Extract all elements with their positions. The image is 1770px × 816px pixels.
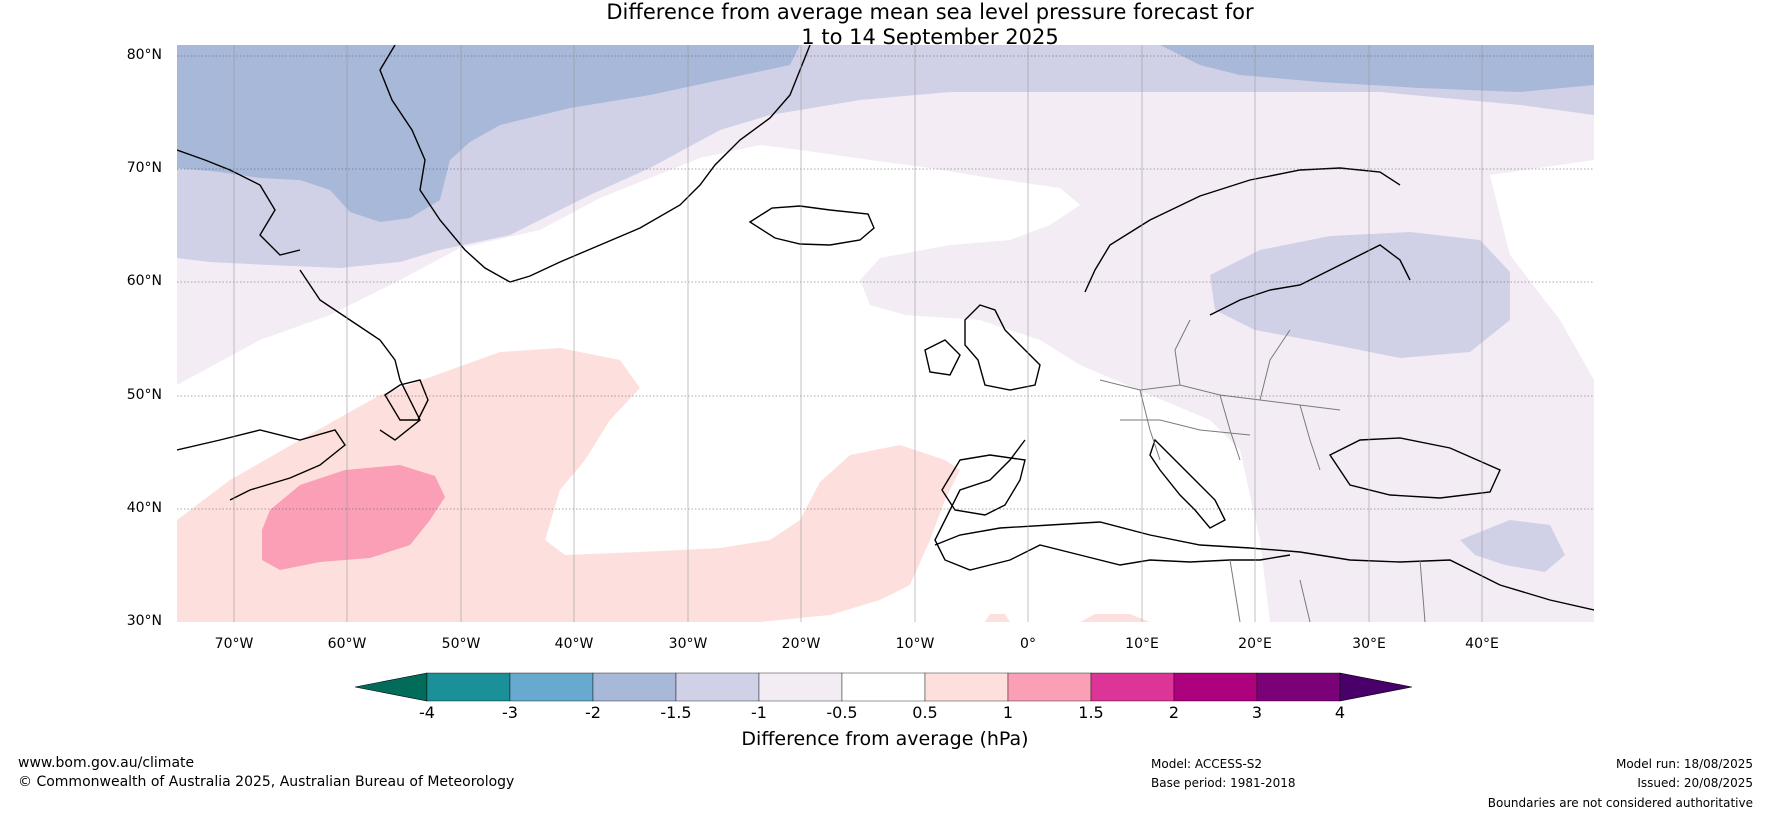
footer-website: www.bom.gov.au/climate xyxy=(18,755,195,771)
colorbar-tick-label: 4 xyxy=(1334,703,1346,722)
colorbar-swatch xyxy=(509,672,594,702)
lat-label-30n: 30°N xyxy=(126,613,162,629)
meridians xyxy=(233,45,1483,622)
colorbar-label: Difference from average (hPa) xyxy=(741,728,1029,750)
lat-label-60n: 60°N xyxy=(126,273,162,289)
coastlines xyxy=(177,45,1594,611)
colorbar-tick-label: 0.5 xyxy=(912,703,938,722)
country-borders xyxy=(1099,319,1426,622)
colorbar-tick-label: 1.5 xyxy=(1078,703,1104,722)
lat-label-50n: 50°N xyxy=(126,387,162,403)
iceland-coast xyxy=(748,205,875,246)
title-line-1: Difference from average mean sea level p… xyxy=(606,0,1254,24)
region-arctic-strip-low xyxy=(1160,45,1594,92)
colorbar-tick-label: -3 xyxy=(502,703,518,722)
lat-label-80n: 80°N xyxy=(126,47,162,63)
colorbar-tick-label: 2 xyxy=(1168,703,1180,722)
colorbar-over-extension xyxy=(1339,672,1413,702)
black-sea xyxy=(1328,437,1501,499)
north-africa-coast xyxy=(934,521,1594,611)
lon-label-60w: 60°W xyxy=(327,636,367,652)
lon-label-20e: 20°E xyxy=(1238,636,1272,652)
colorbar-swatch xyxy=(1090,672,1175,702)
colorbar-tick-label: -4 xyxy=(419,703,435,722)
colorbar-swatch xyxy=(1007,672,1092,702)
region-south-patch xyxy=(985,614,1010,622)
colorbar-swatches xyxy=(354,672,1413,702)
lon-label-10w: 10°W xyxy=(895,636,935,652)
colorbar-tick-label: -1 xyxy=(751,703,767,722)
europe-coast xyxy=(934,439,1291,571)
colorbar-tick-label: -1.5 xyxy=(660,703,692,722)
lon-label-30w: 30°W xyxy=(668,636,708,652)
footer-disclaimer: Boundaries are not considered authoritat… xyxy=(1487,796,1753,810)
norway-coast xyxy=(1084,167,1401,293)
footer-model: Model: ACCESS-S2 xyxy=(1151,757,1263,771)
iberia-coast xyxy=(941,454,1026,516)
region-baltic-low xyxy=(1210,232,1510,358)
colorbar-swatch xyxy=(675,672,760,702)
colorbar-swatch xyxy=(1173,672,1258,702)
colorbar-tick-label: 1 xyxy=(1002,703,1014,722)
border-lines xyxy=(1099,319,1426,622)
footer-issued: Issued: 20/08/2025 xyxy=(1637,776,1753,790)
lat-label-40n: 40°N xyxy=(126,500,162,516)
region-greenland-low xyxy=(177,45,800,222)
colorbar-swatch xyxy=(592,672,677,702)
colorbar-tick-label: -2 xyxy=(585,703,601,722)
colorbar-swatch xyxy=(426,672,511,702)
lon-label-0: 0° xyxy=(1020,636,1036,652)
baltic-coast xyxy=(1209,244,1411,316)
lon-label-40e: 40°E xyxy=(1465,636,1499,652)
colorbar-swatch xyxy=(1256,672,1341,702)
newfoundland-coast xyxy=(384,379,429,421)
colorbar-swatch xyxy=(924,672,1009,702)
colorbar-swatch xyxy=(841,672,926,702)
labrador-coast xyxy=(299,269,421,441)
region-high-core xyxy=(262,465,445,570)
italy-coast xyxy=(1149,438,1226,529)
british-isles xyxy=(924,304,1041,391)
lon-label-40w: 40°W xyxy=(554,636,594,652)
region-south-patch-2 xyxy=(1080,614,1150,622)
region-turkey-low xyxy=(1460,520,1565,572)
graticule xyxy=(177,55,1594,510)
colorbar-tick-label: 3 xyxy=(1251,703,1263,722)
lon-label-30e: 30°E xyxy=(1352,636,1386,652)
lat-label-70n: 70°N xyxy=(126,160,162,176)
lon-label-10e: 10°E xyxy=(1125,636,1159,652)
colorbar-under-extension xyxy=(354,672,428,702)
baffin-coast xyxy=(177,149,301,256)
footer-base-period: Base period: 1981-2018 xyxy=(1151,776,1296,790)
lon-label-70w: 70°W xyxy=(214,636,254,652)
footer-model-run: Model run: 18/08/2025 xyxy=(1615,757,1753,771)
nova-scotia-coast xyxy=(177,429,346,501)
greenland-coast xyxy=(379,45,811,283)
footer-copyright: © Commonwealth of Australia 2025, Austra… xyxy=(18,774,515,790)
lon-label-50w: 50°W xyxy=(441,636,481,652)
lon-label-20w: 20°W xyxy=(781,636,821,652)
map-title: Difference from average mean sea level p… xyxy=(0,0,1770,50)
colorbar-tick-label: -0.5 xyxy=(826,703,858,722)
colorbar-swatch xyxy=(758,672,843,702)
anomaly-field xyxy=(177,45,1594,622)
